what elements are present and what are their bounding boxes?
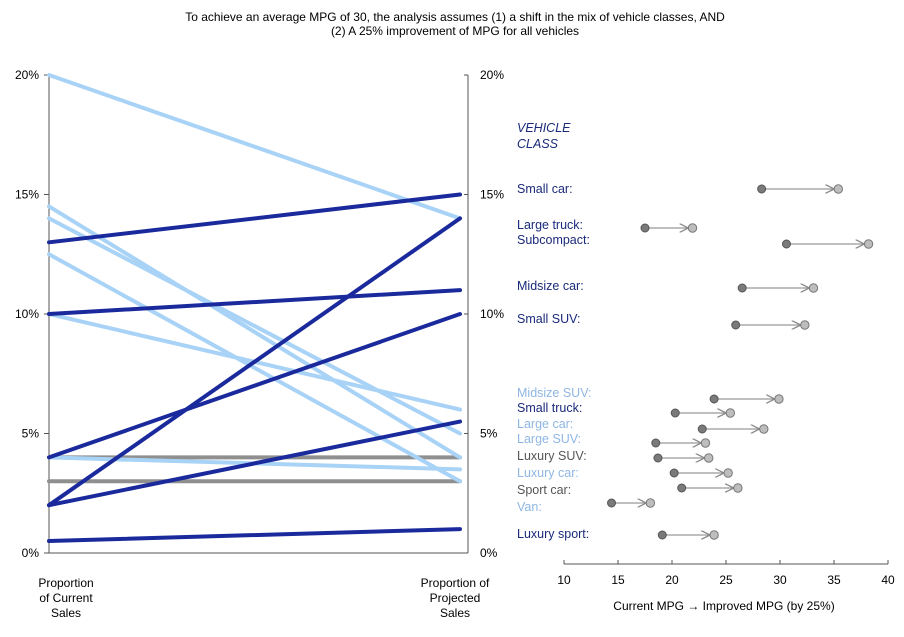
vehicle-class-label: Van: (517, 500, 542, 514)
right-tick-label: 0% (480, 546, 498, 560)
improved-mpg-dot (709, 530, 719, 540)
vehicle-class-label: Subcompact: (517, 233, 590, 247)
current-mpg-dot (677, 483, 687, 493)
vehicle-class-label: Luxury SUV: (517, 449, 587, 463)
vehicle-class-label: Large car: (517, 417, 573, 431)
vehicle-class-label: Large SUV: (517, 432, 581, 446)
slope-line (47, 216, 462, 436)
current-mpg-dot (697, 424, 707, 434)
slope-line (47, 527, 462, 544)
vehicle-class-label: Luxury car: (517, 466, 579, 480)
current-mpg-dot (737, 283, 747, 293)
improved-mpg-dot (774, 394, 784, 404)
vehicle-class-label: Midsize SUV: (517, 386, 592, 400)
slope-line (47, 73, 462, 221)
right-tick-label: 5% (480, 427, 498, 441)
improved-mpg-dot (645, 498, 656, 508)
improved-mpg-dot (723, 468, 733, 478)
vehicle-class-header: CLASS (517, 137, 559, 151)
vehicle-class-label: Luxury sport: (517, 527, 589, 541)
improved-mpg-dot (863, 239, 874, 249)
current-mpg-dot (657, 530, 667, 540)
improved-mpg-dot (700, 438, 711, 448)
current-mpg-dot (670, 408, 680, 418)
improved-mpg-dot (733, 483, 743, 493)
slope-line (47, 252, 462, 484)
right-tick-label: 15% (480, 188, 504, 202)
right-axis-label: Proportion of (421, 576, 490, 590)
current-mpg-dot (781, 239, 791, 249)
mpg-axis-title: Current MPG → Improved MPG (by 25%) (613, 599, 834, 613)
left-tick-label: 20% (15, 68, 39, 82)
vehicle-class-label: Sport car: (517, 483, 571, 497)
current-mpg-dot (640, 223, 650, 233)
current-mpg-dot (651, 438, 661, 448)
right-axis-label: Sales (440, 606, 470, 620)
vehicle-class-label: Midsize car: (517, 279, 584, 293)
vehicle-class-label: Large truck: (517, 218, 583, 232)
improved-mpg-dot (759, 424, 769, 434)
left-tick-label: 5% (22, 427, 40, 441)
improved-mpg-dot (704, 453, 714, 463)
current-mpg-dot (607, 498, 617, 508)
vehicle-class-label: Small truck: (517, 401, 582, 415)
mpg-tick-label: 20 (665, 573, 679, 587)
mpg-tick-label: 30 (773, 573, 787, 587)
current-mpg-dot (669, 468, 679, 478)
left-axis-label: of Current (39, 591, 93, 605)
improved-mpg-dot (833, 184, 844, 194)
right-tick-label: 20% (480, 68, 504, 82)
vehicle-class-header: VEHICLE (517, 121, 571, 135)
current-mpg-dot (709, 394, 719, 404)
chart-title-line-2: (2) A 25% improvement of MPG for all veh… (330, 24, 580, 38)
mpg-tick-label: 25 (719, 573, 733, 587)
improved-mpg-dot (808, 283, 819, 293)
mpg-tick-label: 35 (827, 573, 841, 587)
dumbbell-chart: 10 15 20 25 30 35 40 Current MPG → Improved MPG… (517, 121, 895, 613)
left-tick-label: 15% (15, 188, 39, 202)
mpg-tick-label: 15 (611, 573, 625, 587)
current-mpg-dot (731, 320, 741, 330)
improved-mpg-dot (725, 408, 736, 418)
current-mpg-dot (653, 453, 663, 463)
left-axis-label: Sales (51, 606, 81, 620)
chart-title-line-1: To achieve an average MPG of 30, the ana… (185, 10, 725, 24)
slope-line (47, 312, 462, 460)
slope-line (47, 216, 462, 508)
left-tick-label: 10% (15, 307, 39, 321)
mpg-tick-label: 10 (557, 573, 571, 587)
slope-lines (47, 73, 462, 544)
slope-line (47, 204, 462, 460)
improved-mpg-dot (687, 223, 698, 233)
right-tick-label: 10% (480, 307, 504, 321)
vehicle-class-label: Small SUV: (517, 312, 580, 326)
improved-mpg-dot (800, 320, 810, 330)
slope-line (47, 288, 462, 316)
left-axis-label: Proportion (38, 576, 93, 590)
mpg-tick-label: 40 (881, 573, 895, 587)
vehicle-class-label: Small car: (517, 182, 573, 196)
left-tick-label: 0% (22, 546, 40, 560)
right-axis-label: Projected (430, 591, 481, 605)
current-mpg-dot (757, 184, 767, 194)
slope-line (47, 192, 462, 245)
slope-line (47, 419, 462, 508)
